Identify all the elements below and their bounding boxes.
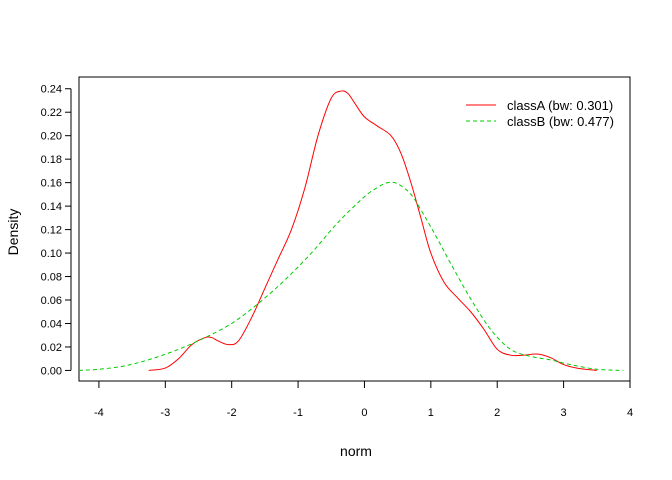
y-tick-label: 0.24	[41, 84, 62, 96]
x-tick-label: 1	[428, 407, 434, 419]
y-tick-label: 0.10	[41, 248, 62, 260]
x-tick-label: 2	[494, 407, 500, 419]
x-axis-label: norm	[340, 443, 372, 459]
x-tick-label: 4	[627, 407, 633, 419]
y-tick-label: 0.14	[41, 201, 62, 213]
y-tick-label: 0.08	[41, 272, 62, 284]
y-tick-label: 0.16	[41, 178, 62, 190]
series-layer	[78, 90, 624, 371]
x-tick-label: -3	[160, 407, 170, 419]
y-tick-label: 0.04	[41, 318, 62, 330]
legend: classA (bw: 0.301)classB (bw: 0.477)	[466, 98, 614, 129]
y-tick-label: 0.02	[41, 342, 62, 354]
series-line-classB	[78, 181, 624, 371]
y-axis: 0.00 0.02 0.04 0.06 0.08 0.10 0.12 0.14 0.16 0.18…	[41, 84, 72, 377]
x-tick-label: -4	[94, 407, 104, 419]
y-tick-label: 0.22	[41, 107, 62, 119]
x-tick-label: -1	[293, 407, 303, 419]
x-tick-label: 3	[561, 407, 567, 419]
x-tick-label: -2	[227, 407, 237, 419]
y-tick-label: 0.18	[41, 154, 62, 166]
legend-label-classA: classA (bw: 0.301)	[507, 98, 613, 113]
x-tick-label: 0	[361, 407, 367, 419]
y-tick-label: 0.00	[41, 365, 62, 377]
series-line-classA	[148, 90, 597, 371]
x-axis: -4 -3 -2 -1 0 1 2 3 4	[94, 380, 633, 419]
y-tick-label: 0.12	[41, 225, 62, 237]
y-axis-label: Density	[5, 209, 21, 256]
y-tick-label: 0.06	[41, 295, 62, 307]
y-tick-label: 0.20	[41, 131, 62, 143]
legend-label-classB: classB (bw: 0.477)	[507, 114, 614, 129]
